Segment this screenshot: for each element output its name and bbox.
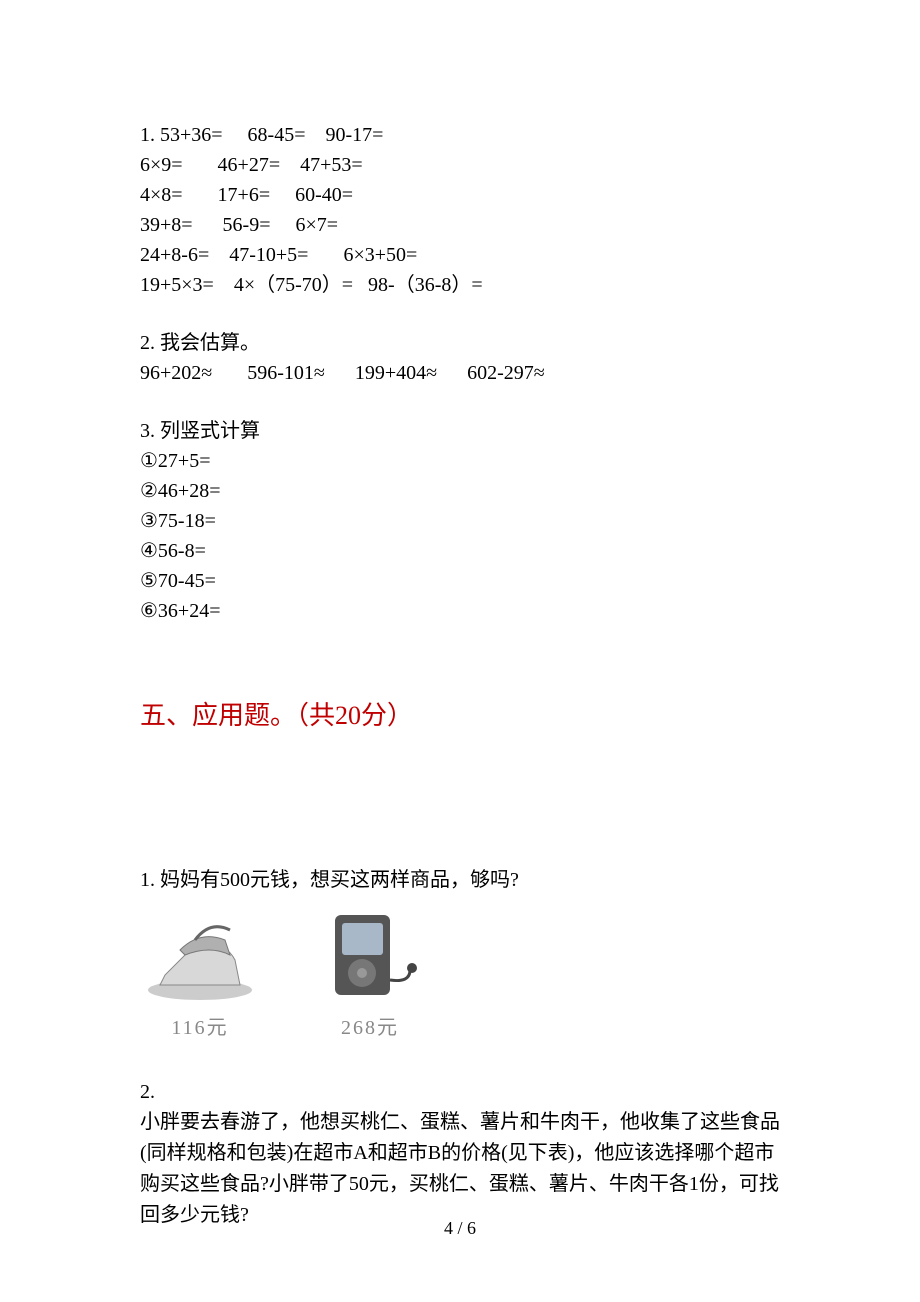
calc-q2-title: 2. 我会估算。 xyxy=(140,328,780,358)
product-iron: 116元 xyxy=(140,905,260,1043)
calc-q1-row: 39+8= 56-9= 6×7= xyxy=(140,210,780,240)
section5-heading: 五、应用题。（共20分） xyxy=(140,696,780,735)
calc-q1-row: 6×9= 46+27= 47+53= xyxy=(140,150,780,180)
mp3-player-icon xyxy=(310,905,430,1005)
calc-q3-item: ②46+28= xyxy=(140,476,780,506)
q2-label: 2. xyxy=(140,1077,780,1107)
calc-q3-item: ①27+5= xyxy=(140,446,780,476)
calc-q1-row: 4×8= 17+6= 60-40= xyxy=(140,180,780,210)
page-footer: 4 / 6 xyxy=(0,1215,920,1242)
product-price: 116元 xyxy=(171,1013,228,1043)
iron-icon xyxy=(140,905,260,1005)
calc-q3-item: ③75-18= xyxy=(140,506,780,536)
calc-q1-row: 19+5×3= 4×（75-70）= 98-（36-8）= xyxy=(140,270,780,300)
calc-q1: 1. 53+36= 68-45= 90-17= 6×9= 46+27= 47+5… xyxy=(140,120,780,300)
calc-q1-row: 1. 53+36= 68-45= 90-17= xyxy=(140,120,780,150)
calc-q3-item: ④56-8= xyxy=(140,536,780,566)
calc-q3-item: ⑥36+24= xyxy=(140,596,780,626)
calc-q1-row: 24+8-6= 47-10+5= 6×3+50= xyxy=(140,240,780,270)
calc-q3: 3. 列竖式计算 ①27+5= ②46+28= ③75-18= ④56-8= ⑤… xyxy=(140,416,780,626)
section5-q2: 2. 小胖要去春游了，他想买桃仁、蛋糕、薯片和牛肉干，他收集了这些食品(同样规格… xyxy=(140,1077,780,1231)
q1-text: 1. 妈妈有500元钱，想买这两样商品，够吗? xyxy=(140,865,780,895)
page-content: 1. 53+36= 68-45= 90-17= 6×9= 46+27= 47+5… xyxy=(0,0,920,1231)
calc-q3-item: ⑤70-45= xyxy=(140,566,780,596)
product-images-row: 116元 268元 xyxy=(140,905,780,1043)
section5-q1: 1. 妈妈有500元钱，想买这两样商品，够吗? 116元 xyxy=(140,865,780,1043)
calc-q3-title: 3. 列竖式计算 xyxy=(140,416,780,446)
product-price: 268元 xyxy=(341,1013,399,1043)
calc-q2-row: 96+202≈ 596-101≈ 199+404≈ 602-297≈ xyxy=(140,358,780,388)
product-mp3: 268元 xyxy=(310,905,430,1043)
q2-text: 小胖要去春游了，他想买桃仁、蛋糕、薯片和牛肉干，他收集了这些食品(同样规格和包装… xyxy=(140,1107,780,1231)
calc-q2: 2. 我会估算。 96+202≈ 596-101≈ 199+404≈ 602-2… xyxy=(140,328,780,388)
